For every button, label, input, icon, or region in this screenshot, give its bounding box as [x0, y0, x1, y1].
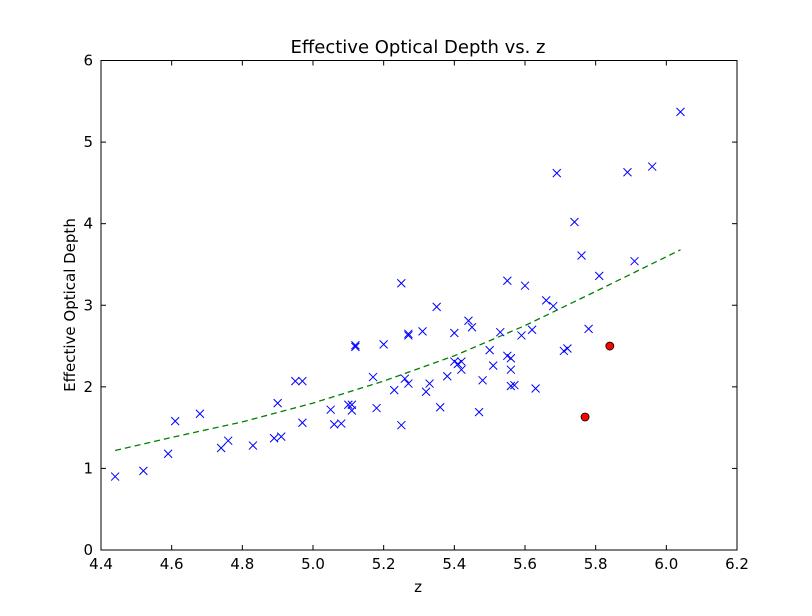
data-point-x	[404, 329, 413, 339]
data-point-circle	[580, 412, 590, 422]
data-point-x	[478, 375, 487, 385]
data-point-x	[474, 407, 484, 417]
x-tick-label: 4.4	[89, 555, 113, 573]
data-point-x	[502, 276, 512, 286]
data-point-x	[379, 340, 389, 349]
data-point-x	[195, 409, 205, 419]
data-point-x	[163, 449, 173, 459]
data-point-x	[506, 381, 516, 391]
data-point-x	[506, 353, 516, 363]
x-tick-label: 5.4	[442, 555, 466, 573]
y-axis-label: Effective Optical Depth	[61, 218, 79, 392]
y-tick-label: 5	[83, 133, 93, 151]
data-point-x	[329, 420, 339, 429]
y-tick-label: 6	[83, 52, 93, 70]
data-point-x	[343, 400, 353, 410]
data-point-x	[372, 403, 381, 413]
data-point-x	[139, 466, 148, 476]
data-point-x	[520, 281, 530, 291]
x-tick-label: 4.6	[160, 555, 184, 573]
data-point-x	[464, 316, 473, 326]
data-point-x	[457, 365, 466, 375]
data-point-x	[517, 331, 526, 340]
data-point-x	[298, 418, 307, 428]
data-point-x	[676, 107, 685, 117]
y-tick-label: 0	[83, 541, 93, 559]
axis-ticks: 4.4 4.6 4.8 5.0 5.2 5.4 5.6 5.8 6.0 6.2 0 1 2 3 4 5 6	[83, 52, 748, 574]
data-point-x	[336, 419, 346, 428]
data-point-x	[170, 416, 180, 426]
data-point-x	[290, 376, 300, 386]
data-point-x	[389, 385, 399, 395]
fit-line	[114, 249, 681, 452]
data-point-x	[541, 296, 551, 305]
data-point-x	[368, 372, 378, 382]
data-point-x	[216, 443, 226, 453]
x-tick-label: 5.2	[372, 555, 396, 573]
data-point-x	[110, 472, 120, 481]
data-point-x	[510, 380, 519, 390]
data-point-x	[563, 344, 572, 353]
data-point-x	[506, 365, 516, 375]
data-point-x	[347, 400, 357, 410]
data-point-x	[467, 322, 477, 332]
data-point-x	[418, 327, 427, 336]
data-point-x	[404, 331, 413, 340]
y-tick-label: 2	[83, 378, 93, 396]
data-point-x	[495, 327, 505, 337]
data-point-x	[425, 379, 434, 388]
x-tick-label: 5.0	[301, 555, 325, 573]
data-point-x	[457, 357, 466, 366]
data-point-x	[435, 402, 445, 412]
x-tick-label: 4.8	[230, 555, 254, 573]
data-point-x	[351, 340, 360, 350]
data-point-x	[485, 345, 495, 355]
data-point-x	[531, 384, 540, 393]
data-point-x	[442, 371, 452, 381]
data-point-x	[298, 376, 307, 386]
data-point-x	[647, 162, 657, 171]
data-point-x	[396, 278, 406, 288]
data-point-x	[269, 433, 279, 443]
data-point-x	[432, 302, 442, 312]
data-point-x	[548, 301, 558, 311]
data-point-x	[570, 217, 579, 227]
data-point-x	[396, 420, 406, 430]
data-point-x	[552, 168, 562, 178]
data-point-x	[276, 432, 286, 441]
data-point-x	[326, 405, 336, 415]
data-point-x	[527, 325, 537, 335]
x-tick-label: 6.0	[654, 555, 678, 573]
y-tick-label: 1	[83, 459, 93, 477]
data-point-x	[594, 271, 604, 281]
data-point-x	[623, 167, 632, 177]
plot-area	[110, 107, 685, 481]
data-point-x	[630, 256, 639, 266]
data-point-x	[223, 436, 233, 446]
y-tick-label: 4	[83, 215, 93, 233]
data-point-x	[584, 324, 593, 334]
x-axis-label: z	[414, 578, 422, 596]
x-tick-label: 5.8	[584, 555, 608, 573]
data-point-x	[404, 379, 413, 388]
data-point-x	[421, 387, 431, 397]
y-tick-label: 3	[83, 296, 93, 314]
data-point-circle	[605, 341, 615, 351]
data-point-x	[273, 398, 283, 408]
data-point-x	[351, 342, 360, 352]
chart-title: Effective Optical Depth vs. z	[290, 37, 545, 58]
x-tick-label: 5.6	[513, 555, 537, 573]
data-point-x	[577, 251, 586, 260]
data-point-x	[400, 374, 410, 384]
data-point-x	[449, 328, 459, 338]
data-point-x	[248, 441, 258, 450]
x-tick-label: 6.2	[725, 555, 749, 573]
data-point-x	[488, 361, 498, 370]
plot-frame	[100, 60, 738, 551]
